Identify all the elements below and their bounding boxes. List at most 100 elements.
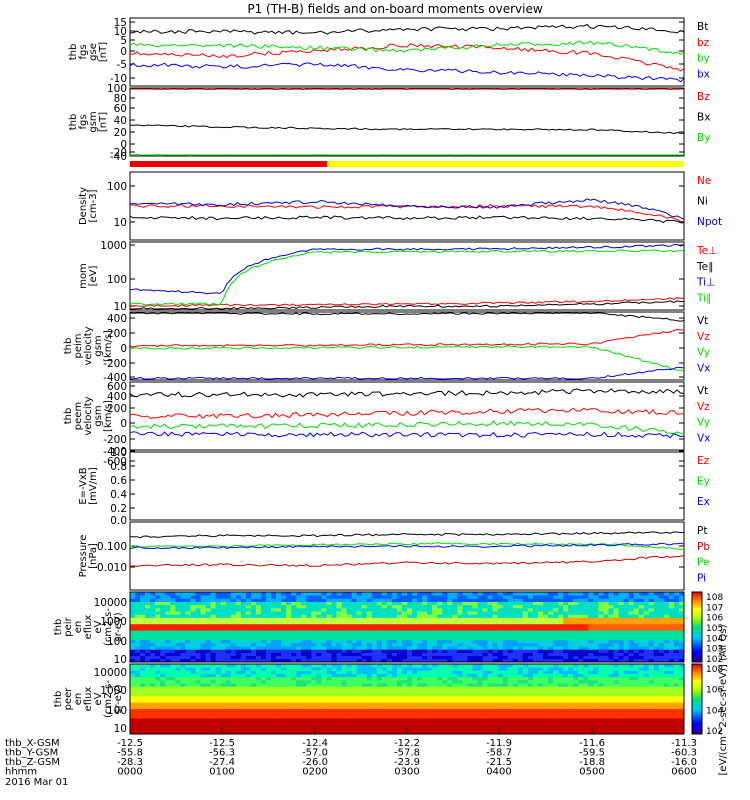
spectro-cell — [588, 695, 594, 700]
spectro-cell — [648, 705, 655, 709]
y-axis-label-temp: mom [eV] — [78, 263, 99, 289]
spectro-cell — [165, 670, 171, 674]
spectro-cell — [603, 664, 609, 668]
spectro-cell — [190, 686, 196, 690]
spectro-cell — [235, 689, 242, 694]
spectro-cell — [422, 611, 428, 615]
spectro-cell — [255, 730, 262, 735]
spectro-cell — [407, 714, 413, 719]
spectro-cell — [341, 604, 347, 609]
spectro-cell — [366, 623, 373, 628]
spectro-cell — [210, 658, 216, 663]
spectro-cell — [407, 689, 413, 694]
spectro-cell — [150, 683, 156, 687]
spectro-cell — [603, 649, 609, 653]
spectro-cell — [220, 714, 227, 719]
spectro-cell — [281, 670, 287, 674]
spectro-cell — [447, 686, 453, 690]
spectro-cell — [391, 676, 398, 681]
spectro-cell — [170, 627, 176, 631]
spectro-cell — [271, 636, 277, 641]
spectro-cell — [422, 705, 428, 709]
spectro-cell — [276, 623, 282, 628]
spectro-cell — [220, 683, 227, 687]
spectro-cell — [150, 692, 156, 697]
spectro-cell — [311, 655, 317, 660]
spectro-cell — [648, 718, 655, 722]
spectro-cell — [402, 649, 408, 653]
spectro-cell — [376, 708, 383, 713]
spectro-cell — [472, 642, 478, 647]
spectro-cell — [145, 607, 151, 612]
spectro-cell — [633, 686, 639, 690]
spectro-cell — [638, 727, 645, 732]
spectro-cell — [532, 730, 539, 735]
spectro-cell — [522, 702, 529, 706]
spectro-cell — [532, 705, 539, 709]
spectro-cell — [578, 708, 584, 713]
spectro-cell — [653, 724, 660, 729]
spectro-cell — [412, 598, 418, 602]
spectro-cell — [381, 630, 388, 634]
spectro-cell — [230, 692, 237, 697]
spectro-cell — [477, 695, 483, 700]
spectro-cell — [286, 607, 292, 612]
spectro-cell — [260, 627, 267, 631]
spectro-cell — [321, 649, 327, 653]
spectro-cell — [608, 730, 614, 735]
spectro-cell — [638, 614, 645, 618]
spectro-cell — [321, 595, 327, 599]
spectro-cell — [658, 673, 665, 678]
spectro-cell — [286, 686, 292, 690]
spectro-cell — [457, 646, 463, 650]
spectro-cell — [608, 649, 614, 653]
spectro-cell — [220, 658, 227, 663]
spectro-cell — [623, 620, 629, 625]
spectro-cell — [668, 614, 675, 618]
spectro-cell — [266, 699, 272, 703]
spectro-cell — [296, 718, 302, 722]
spectro-cell — [195, 718, 201, 722]
spectro-cell — [331, 730, 337, 735]
spectro-cell — [230, 607, 237, 612]
spectro-cell — [422, 639, 428, 644]
spectro-cell — [145, 692, 151, 697]
spectro-cell — [588, 699, 594, 703]
spectro-cell — [321, 620, 327, 625]
spectro-cell — [291, 721, 297, 725]
spectro-cell — [482, 699, 488, 703]
spectro-cell — [422, 667, 428, 671]
spectro-cell — [301, 699, 307, 703]
spectro-cell — [346, 611, 352, 615]
spectro-cell — [407, 683, 413, 687]
spectro-cell — [341, 727, 347, 732]
spectro-cell — [286, 652, 292, 657]
spectro-cell — [462, 598, 468, 602]
spectro-cell — [381, 670, 388, 674]
spectro-cell — [437, 673, 443, 678]
spectro-cell — [673, 592, 680, 596]
spectro-cell — [276, 598, 282, 602]
spectro-cell — [185, 604, 191, 609]
y-tick-label: 1000 — [100, 616, 127, 628]
spectro-cell — [623, 721, 629, 725]
spectro-cell — [638, 627, 645, 631]
spectro-cell — [432, 649, 438, 653]
spectro-cell — [467, 611, 473, 615]
spectro-cell — [326, 708, 332, 713]
spectro-cell — [356, 598, 362, 602]
spectro-cell — [210, 692, 216, 697]
spectro-cell — [130, 607, 136, 612]
y-axis-label-line: thb — [68, 114, 79, 131]
spectro-cell — [331, 683, 337, 687]
spectro-cell — [150, 627, 156, 631]
spectro-cell — [150, 673, 156, 678]
spectro-cell — [180, 676, 186, 681]
spectro-cell — [618, 673, 624, 678]
spectro-cell — [422, 627, 428, 631]
spectro-cell — [548, 673, 554, 678]
y-tick-label: -400 — [103, 446, 127, 458]
spectro-cell — [165, 676, 171, 681]
spectro-cell — [447, 676, 453, 681]
spectro-cell — [376, 667, 383, 671]
